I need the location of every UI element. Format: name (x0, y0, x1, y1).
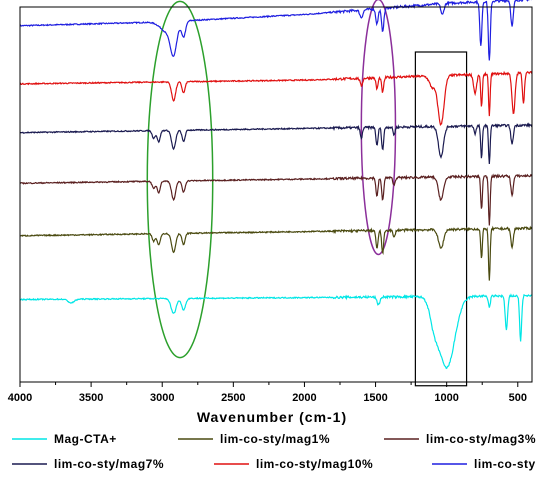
series-line-4 (19, 225, 533, 281)
legend-label: Mag-CTA+ (54, 432, 117, 446)
x-tick-label: 2500 (221, 392, 245, 404)
annotation-rect-2 (414, 51, 468, 387)
series-line-2 (19, 122, 533, 164)
legend-label: lim-co-sty/mag3% (426, 432, 536, 446)
annotation-ellipse-0 (146, 0, 214, 359)
x-tick-label: 3000 (150, 392, 174, 404)
x-axis: 4000 3500 3000 2500 2000 1500 1000 500 (8, 382, 527, 404)
x-tick-label: 2000 (292, 392, 316, 404)
series-line-5 (20, 293, 533, 370)
series-line-0 (19, 0, 532, 61)
x-tick-label: 3500 (79, 392, 103, 404)
annotation-ellipse-1 (360, 0, 397, 256)
legend-label: lim-co-sty/mag10% (256, 457, 373, 471)
series-layer (19, 0, 533, 370)
series-line-3 (19, 173, 533, 226)
legend-label: lim-co-sty/mag1% (220, 432, 330, 446)
series-line-1 (19, 70, 533, 127)
x-tick-label: 500 (509, 392, 527, 404)
legend-label: lim-co-sty/mag7% (54, 457, 164, 471)
legend: Mag-CTA+ lim-co-sty/mag1% lim-co-sty/mag3%… (12, 432, 536, 471)
annotations-layer (146, 0, 468, 387)
plot-frame (19, 6, 533, 383)
x-tick-label: 4000 (8, 392, 32, 404)
x-tick-label: 1500 (363, 392, 387, 404)
legend-label: lim-co-sty (474, 457, 536, 471)
x-axis-title: Wavenumber (cm-1) (197, 409, 347, 425)
x-tick-label: 1000 (434, 392, 458, 404)
